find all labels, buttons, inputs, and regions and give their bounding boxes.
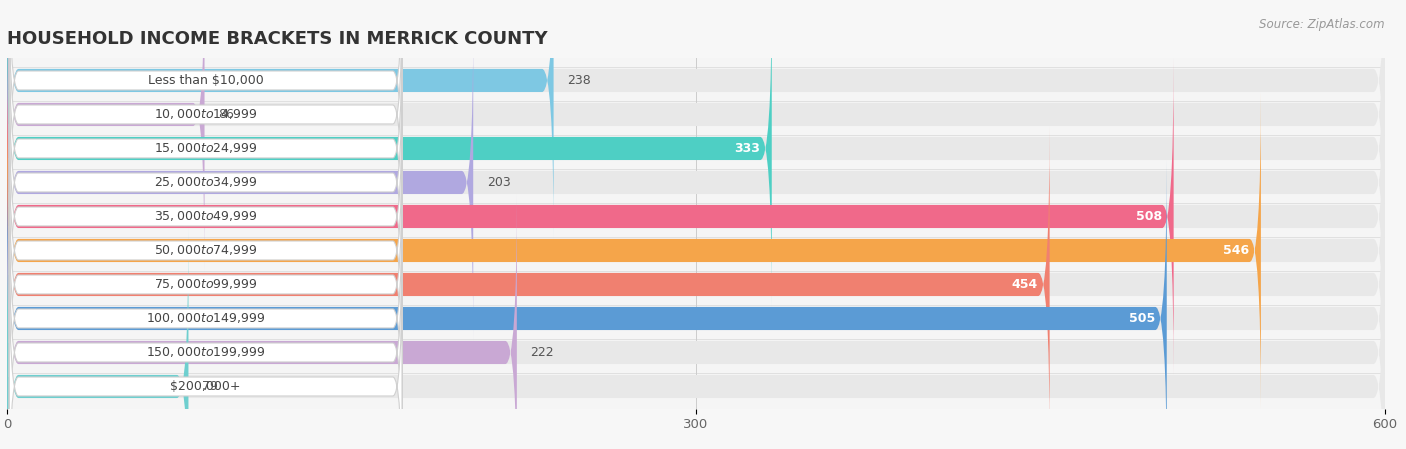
FancyBboxPatch shape — [7, 0, 1385, 307]
FancyBboxPatch shape — [7, 160, 1167, 449]
FancyBboxPatch shape — [7, 0, 554, 239]
FancyBboxPatch shape — [7, 126, 1050, 443]
FancyBboxPatch shape — [7, 0, 1385, 273]
Text: $15,000 to $24,999: $15,000 to $24,999 — [153, 141, 257, 155]
FancyBboxPatch shape — [7, 0, 1385, 239]
Text: $200,000+: $200,000+ — [170, 380, 240, 393]
Text: $100,000 to $149,999: $100,000 to $149,999 — [146, 312, 266, 326]
FancyBboxPatch shape — [7, 92, 1261, 409]
Text: Source: ZipAtlas.com: Source: ZipAtlas.com — [1260, 18, 1385, 31]
FancyBboxPatch shape — [10, 0, 402, 207]
FancyBboxPatch shape — [7, 160, 1385, 449]
Text: 79: 79 — [202, 380, 218, 393]
FancyBboxPatch shape — [10, 192, 402, 445]
FancyBboxPatch shape — [7, 194, 517, 449]
FancyBboxPatch shape — [10, 124, 402, 377]
FancyBboxPatch shape — [7, 228, 188, 449]
FancyBboxPatch shape — [10, 56, 402, 309]
FancyBboxPatch shape — [10, 260, 402, 449]
Text: 203: 203 — [486, 176, 510, 189]
FancyBboxPatch shape — [10, 90, 402, 343]
FancyBboxPatch shape — [7, 92, 1385, 409]
FancyBboxPatch shape — [7, 58, 1385, 375]
Text: $25,000 to $34,999: $25,000 to $34,999 — [153, 176, 257, 189]
Text: $150,000 to $199,999: $150,000 to $199,999 — [146, 345, 266, 360]
Text: 222: 222 — [530, 346, 554, 359]
Text: 546: 546 — [1223, 244, 1250, 257]
Text: 454: 454 — [1012, 278, 1038, 291]
FancyBboxPatch shape — [7, 126, 1385, 443]
Text: 238: 238 — [568, 74, 591, 87]
FancyBboxPatch shape — [7, 0, 772, 307]
Text: $50,000 to $74,999: $50,000 to $74,999 — [153, 243, 257, 257]
FancyBboxPatch shape — [7, 58, 1174, 375]
Text: Less than $10,000: Less than $10,000 — [148, 74, 263, 87]
FancyBboxPatch shape — [10, 158, 402, 411]
FancyBboxPatch shape — [7, 0, 204, 273]
Text: 333: 333 — [734, 142, 761, 155]
FancyBboxPatch shape — [7, 194, 1385, 449]
Text: 508: 508 — [1136, 210, 1163, 223]
Text: HOUSEHOLD INCOME BRACKETS IN MERRICK COUNTY: HOUSEHOLD INCOME BRACKETS IN MERRICK COU… — [7, 31, 548, 48]
FancyBboxPatch shape — [10, 226, 402, 449]
Text: 86: 86 — [218, 108, 235, 121]
Text: $35,000 to $49,999: $35,000 to $49,999 — [153, 210, 257, 224]
FancyBboxPatch shape — [7, 24, 1385, 341]
Text: $10,000 to $14,999: $10,000 to $14,999 — [153, 107, 257, 122]
Text: 505: 505 — [1129, 312, 1156, 325]
FancyBboxPatch shape — [10, 0, 402, 241]
FancyBboxPatch shape — [10, 22, 402, 275]
FancyBboxPatch shape — [7, 228, 1385, 449]
Text: $75,000 to $99,999: $75,000 to $99,999 — [153, 277, 257, 291]
FancyBboxPatch shape — [7, 24, 474, 341]
